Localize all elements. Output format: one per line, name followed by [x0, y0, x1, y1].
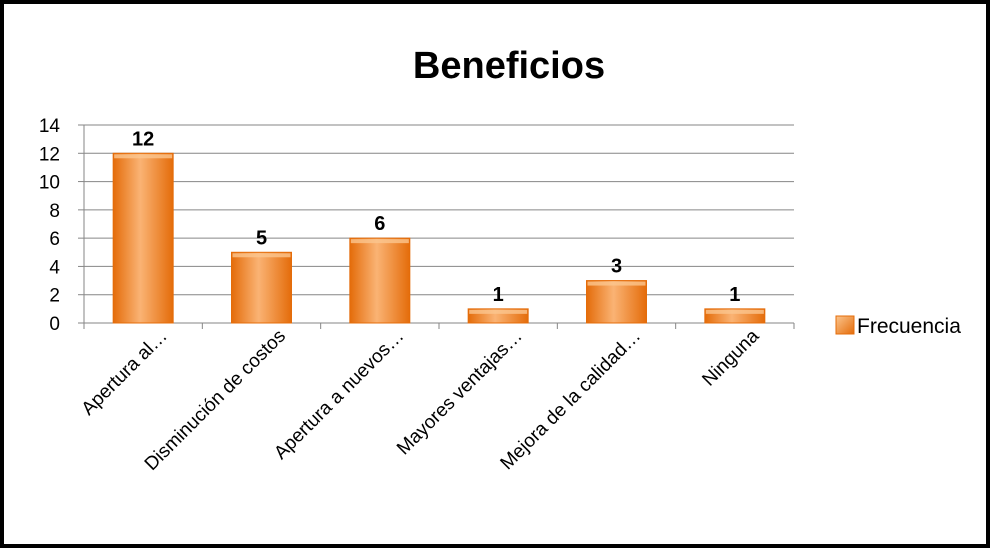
axes: 0 2 4 6 8 10 12 14 [39, 116, 795, 335]
y-tick-label: 14 [39, 116, 61, 137]
y-tick-label: 10 [39, 173, 60, 194]
bar-highlight [350, 239, 409, 244]
bar-highlight [469, 309, 528, 314]
y-tick-label: 0 [49, 314, 60, 335]
y-tick-label: 8 [49, 201, 60, 222]
data-label: 6 [374, 213, 385, 235]
data-label: 3 [611, 256, 622, 278]
bar-highlight [705, 309, 764, 314]
bars [112, 152, 766, 324]
y-tick-label: 2 [49, 286, 60, 307]
data-label: 1 [729, 284, 740, 306]
bar [112, 152, 174, 324]
y-tick-label: 12 [39, 144, 60, 165]
data-label: 12 [132, 128, 154, 150]
category-label: Mayores ventajas… [393, 326, 527, 460]
bar-chart: Beneficios 0 2 4 6 8 10 12 14 12 5 6 1 3 1 Apertura … [39, 45, 961, 475]
bar-highlight [114, 154, 173, 159]
gridlines [84, 124, 794, 296]
data-label: 5 [256, 227, 267, 249]
legend: Frecuencia [835, 315, 961, 338]
category-labels: Apertura al…Disminución de costosApertur… [78, 325, 764, 475]
bar [586, 280, 647, 324]
bar [231, 251, 292, 324]
category-label: Apertura a nuevos… [270, 326, 408, 464]
data-labels: 12 5 6 1 3 1 [132, 128, 740, 306]
y-tick-label: 6 [49, 229, 60, 250]
legend-swatch [835, 315, 855, 335]
category-label: Apertura al… [78, 326, 172, 420]
bar-highlight [587, 281, 646, 286]
chart-title: Beneficios [413, 45, 605, 87]
y-tick-label: 4 [49, 257, 60, 278]
category-label: Ninguna [698, 325, 763, 390]
bar-highlight [232, 253, 291, 258]
bar [349, 237, 411, 324]
data-label: 1 [493, 284, 504, 306]
legend-label: Frecuencia [857, 315, 961, 338]
